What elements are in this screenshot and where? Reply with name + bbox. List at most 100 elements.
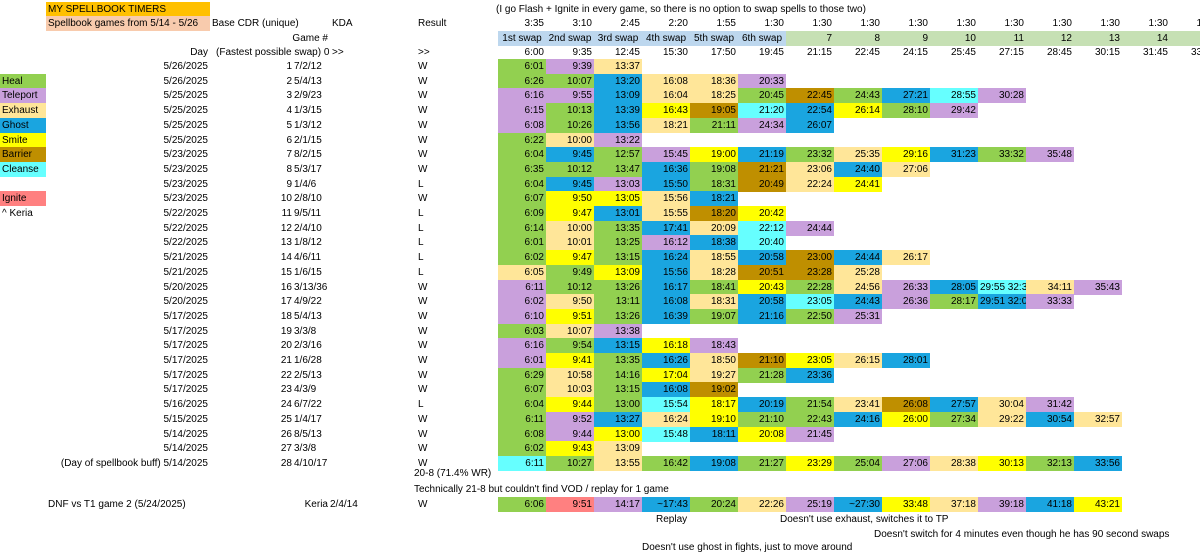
swap-time-smite: 20:43: [738, 279, 786, 295]
swap-time-barrier: 26:08: [882, 397, 930, 413]
swap-label: 12: [1026, 31, 1074, 46]
game-number: 18: [280, 310, 292, 322]
swap-time-heal: 10:13: [546, 103, 594, 119]
swap-time-heal: 21:27: [738, 455, 786, 471]
swap-time-teleport: 6:16: [498, 338, 546, 354]
swap-time-ghost: 28:05: [930, 279, 978, 295]
swap-time-smite: 19:10: [690, 411, 738, 427]
swap-time-exhaust: 10:00: [546, 220, 594, 236]
swap-time-exhaust: 13:09: [594, 441, 642, 457]
swap-time-exhaust: 16:04: [642, 88, 690, 104]
swap-time-teleport: 6:10: [498, 308, 546, 324]
swap-time-ghost: 30:54: [1026, 411, 1074, 427]
game-day: 5/22/2025: [163, 222, 209, 234]
game-kda: 2/4/10: [294, 222, 322, 234]
fastest-kda-arrow: >>: [332, 47, 344, 58]
swap-time-heal: 21:28: [738, 367, 786, 383]
swap-time-smite: 19:00: [690, 147, 738, 163]
swap-time-ghost: 16:39: [642, 308, 690, 324]
swap-time-ghost: 24:16: [834, 411, 882, 427]
swap-time-exhaust: 10:58: [546, 367, 594, 383]
keria-swap-ignite: 9:51: [546, 497, 594, 512]
game-result: W: [418, 457, 428, 469]
swap-time-heal: 18:41: [690, 279, 738, 295]
swap-time-exhaust: 9:50: [546, 294, 594, 310]
swap-time-exhaust: 25:28: [834, 264, 882, 280]
game-result: W: [418, 90, 428, 102]
swap-time-ghost: 13:15: [594, 338, 642, 354]
game-result: W: [418, 281, 428, 293]
fastest-time: 33:15: [1190, 47, 1200, 58]
cdr-value: 2:45: [620, 18, 640, 29]
game-kda: 1/3/15: [294, 105, 322, 117]
game-number: 25: [280, 413, 292, 425]
game-number: 16: [280, 281, 292, 293]
swap-time-heal: 22:43: [786, 411, 834, 427]
game-kda: 2/8/10: [294, 193, 322, 205]
game-day: 5/17/2025: [163, 340, 209, 352]
swap-time-heal: 6:02: [498, 250, 546, 266]
game-day: (Day of spellbook buff) 5/14/2025: [60, 457, 208, 469]
legend-heal: Heal: [0, 73, 46, 89]
swap-time-heal: 6:14: [498, 220, 546, 236]
swap-time-smite: 9:50: [546, 191, 594, 207]
cdr-value: 1:30: [1004, 18, 1024, 29]
swap-time-heal: 19:08: [690, 161, 738, 177]
swap-time-ghost: 26:07: [786, 117, 834, 133]
game-result: W: [418, 75, 428, 87]
swap-label: 4th swap: [642, 31, 690, 46]
game-kda: 1/6/15: [294, 266, 322, 278]
swap-time-exhaust: 32:57: [1074, 411, 1122, 427]
swap-time-exhaust: 15:55: [642, 206, 690, 221]
swap-time-cleanse: 29:55 32:37: [978, 279, 1026, 295]
swap-time-heal: 13:47: [594, 161, 642, 177]
swap-time-barrier: 23:00: [786, 250, 834, 266]
swap-time-cleanse: 20:40: [738, 235, 786, 251]
cdr-value: 1:30: [764, 18, 784, 29]
swap-time-teleport: 13:03: [594, 176, 642, 192]
game-day: 5/14/2025: [163, 443, 209, 455]
t1-kda: 2/4/14: [330, 499, 358, 510]
swap-time-exhaust: 6:05: [498, 264, 546, 280]
game-day: 5/25/2025: [163, 134, 209, 146]
swap-time-smite: 9:47: [546, 250, 594, 266]
swap-time-heal: 6:08: [498, 426, 546, 442]
swap-time-exhaust: 13:37: [594, 59, 642, 74]
game-result: W: [418, 149, 428, 161]
swap-time-ghost: 19:08: [690, 455, 738, 471]
swap-time-smite: 9:43: [546, 441, 594, 457]
legend-ghost: Ghost: [0, 117, 46, 133]
swap-time-exhaust: 22:24: [786, 176, 834, 192]
swap-time-ghost: 13:27: [594, 411, 642, 427]
note-exhaust-tp: Doesn't use exhaust, switches it to TP: [780, 514, 949, 525]
swap-time-heal: 6:22: [498, 132, 546, 148]
game-kda: 9/5/11: [294, 208, 322, 219]
game-number-header: Game #: [292, 33, 328, 44]
swap-time-heal: 6:03: [498, 323, 546, 339]
game-day: 5/17/2025: [163, 310, 209, 322]
swap-time-ghost: 16:17: [642, 279, 690, 295]
swap-time-ghost: 13:39: [594, 103, 642, 119]
swap-time-heal: 13:35: [594, 353, 642, 368]
keria-swap-heal: 6:06: [498, 497, 546, 512]
swap-time-smite: 23:29: [786, 455, 834, 471]
title-cell: MY SPELLBOOK TIMERS: [46, 2, 210, 17]
swap-time-heal: 19:07: [690, 308, 738, 324]
swap-time-heal: 13:26: [594, 279, 642, 295]
game-day: 5/21/2025: [163, 252, 209, 264]
swap-time-smite: 13:05: [594, 191, 642, 207]
game-number: 22: [280, 369, 292, 381]
cdr-value: 1:30: [956, 18, 976, 29]
legend-smite: Smite: [0, 132, 46, 148]
keria-swap-exhaust: 37:18: [930, 497, 978, 512]
game-result: W: [418, 310, 428, 322]
swap-time-cleanse: 23:05: [786, 294, 834, 310]
game-day: 5/23/2025: [163, 163, 209, 175]
game-result: L: [418, 208, 424, 219]
swap-time-heal: 23:32: [786, 147, 834, 163]
swap-time-ghost: 20:58: [738, 250, 786, 266]
game-number: 24: [280, 399, 292, 411]
swap-time-heal: 13:25: [594, 235, 642, 251]
game-kda: 2/1/15: [294, 134, 322, 146]
swap-time-teleport: 33:33: [1026, 294, 1074, 310]
